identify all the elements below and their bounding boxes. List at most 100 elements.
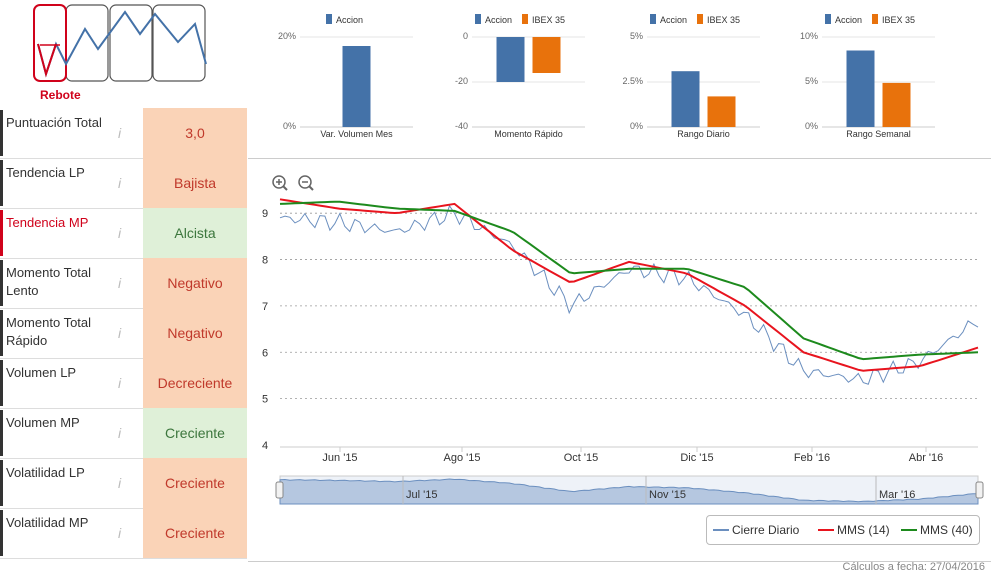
indicator-row: Momento Total Lento i Negativo <box>0 258 247 309</box>
mini-legend-label: Accion <box>835 15 863 25</box>
mini-legend-swatch <box>697 14 704 24</box>
legend-label-mms14: MMS (14) <box>837 523 890 537</box>
x-tick-label: Abr '16 <box>909 452 944 464</box>
indicator-value: Creciente <box>143 508 247 558</box>
navigator-label: Jul '15 <box>406 489 437 501</box>
mini-legend-item[interactable]: IBEX 35 <box>872 14 916 25</box>
indicator-row: Volatilidad MP i Creciente <box>0 508 247 559</box>
indicator-row: Volumen LP i Decreciente <box>0 358 247 409</box>
mini-chart-2: Accion IBEX 35 0 -20 -40 Momento Rápido <box>440 0 590 150</box>
legend-swatch-cierre <box>713 529 729 531</box>
indicator-marker <box>0 410 3 456</box>
mini-bar[interactable] <box>532 37 561 73</box>
info-icon[interactable]: i <box>118 275 122 291</box>
mini-legend: Accion IBEX 35 <box>475 14 575 25</box>
indicator-value: Negativo <box>143 258 247 308</box>
y-tick-label: 8 <box>262 255 268 267</box>
mini-tick-label: 2.5% <box>622 76 643 86</box>
mini-legend-swatch <box>522 14 529 24</box>
mini-legend-item[interactable]: Accion <box>825 14 863 25</box>
mini-tick-label: 0% <box>804 121 818 131</box>
mini-tick-label: -20 <box>454 76 468 86</box>
legend-item-cierre[interactable]: Cierre Diario <box>713 523 799 537</box>
info-icon[interactable]: i <box>118 425 122 441</box>
mini-legend-swatch <box>326 14 332 24</box>
y-tick-label: 9 <box>262 208 268 220</box>
info-icon[interactable]: i <box>118 325 122 341</box>
navigator-handle-left[interactable] <box>275 481 284 499</box>
legend-swatch-mms14 <box>818 529 834 531</box>
info-icon[interactable]: i <box>118 375 122 391</box>
zoom-out-icon[interactable] <box>298 175 314 191</box>
footer-date: Cálculos a fecha: 27/04/2016 <box>842 561 986 573</box>
y-tick-label: 4 <box>262 440 268 452</box>
x-tick-label: Ago '15 <box>444 452 481 464</box>
info-icon[interactable]: i <box>118 175 122 191</box>
mini-legend: Accion IBEX 35 <box>650 14 750 25</box>
zoom-in-icon[interactable] <box>272 175 288 191</box>
mini-tick-label: 0 <box>462 31 468 41</box>
legend-item-mms40[interactable]: MMS (40) <box>901 523 973 537</box>
thumb-panel-3 <box>109 4 153 82</box>
indicator-label: Volatilidad LP <box>6 465 85 480</box>
mini-tick-label: 0% <box>282 121 296 131</box>
thumb-line-red <box>37 43 57 78</box>
info-icon[interactable]: i <box>118 225 122 241</box>
mini-bar[interactable] <box>846 50 875 128</box>
mini-bar[interactable] <box>496 37 525 82</box>
mini-chart-svg <box>647 36 760 128</box>
indicator-row: Volumen MP i Creciente <box>0 408 247 459</box>
indicator-row: Volatilidad LP i Creciente <box>0 458 247 509</box>
chart-legend: Cierre Diario MMS (14) MMS (40) <box>706 515 980 545</box>
indicator-value: Negativo <box>143 308 247 358</box>
mini-chart-3: Accion IBEX 35 5% 2.5% 0% Rango Diario <box>615 0 765 150</box>
info-icon[interactable]: i <box>118 125 122 141</box>
info-icon[interactable]: i <box>118 475 122 491</box>
mini-bar[interactable] <box>707 96 736 127</box>
mini-legend-item[interactable]: Accion <box>650 14 687 25</box>
mini-legend-label: Accion <box>336 15 364 25</box>
mini-legend-item[interactable]: Accion <box>475 14 512 25</box>
x-tick-label: Feb '16 <box>794 452 830 464</box>
indicator-label: Puntuación Total <box>6 115 102 130</box>
mini-legend-label: IBEX 35 <box>882 15 916 25</box>
mini-chart-svg <box>822 36 935 128</box>
indicator-label: Momento Total Rápido <box>6 315 92 348</box>
mini-bar[interactable] <box>671 71 700 127</box>
info-icon[interactable]: i <box>118 525 122 541</box>
mini-chart-1: Accion 20% 0% Var. Volumen Mes <box>268 0 418 150</box>
indicator-label: Tendencia MP <box>6 215 89 230</box>
indicator-row: Tendencia LP i Bajista <box>0 158 247 209</box>
legend-item-mms14[interactable]: MMS (14) <box>818 523 890 537</box>
navigator-handle-right[interactable] <box>975 481 984 499</box>
mini-tick-label: -40 <box>454 121 468 131</box>
indicator-value: Creciente <box>143 458 247 508</box>
navigator-label: Nov '15 <box>649 489 686 501</box>
mini-category-label: Rango Diario <box>677 129 730 139</box>
indicator-label: Tendencia LP <box>6 165 85 180</box>
mini-legend-item[interactable]: IBEX 35 <box>522 14 565 25</box>
series-cierre-diario[interactable] <box>279 204 979 385</box>
indicator-label: Volatilidad MP <box>6 515 89 530</box>
indicator-marker <box>0 210 3 256</box>
series-mms40[interactable] <box>279 200 979 361</box>
mini-bar[interactable] <box>342 46 371 127</box>
thumb-panel-4 <box>152 4 206 82</box>
mini-category-label: Var. Volumen Mes <box>320 129 393 139</box>
mini-legend-swatch <box>650 14 656 24</box>
legend-label-cierre: Cierre Diario <box>732 523 800 537</box>
indicator-value: 3,0 <box>143 108 247 158</box>
mini-legend-swatch <box>825 14 831 24</box>
mini-legend-item[interactable]: IBEX 35 <box>697 14 740 25</box>
mini-legend-swatch <box>475 14 481 24</box>
mini-bar[interactable] <box>882 82 911 127</box>
rebote-thumbnail[interactable] <box>30 4 207 86</box>
legend-label-mms40: MMS (40) <box>920 523 973 537</box>
mini-legend-item[interactable]: Accion <box>326 14 364 25</box>
indicator-marker <box>0 460 3 506</box>
mini-chart-svg <box>472 36 585 128</box>
rebote-label: Rebote <box>40 88 81 102</box>
series-mms14[interactable] <box>279 198 979 372</box>
rebote-thumbnail-svg <box>33 4 207 86</box>
x-tick-label: Jun '15 <box>322 452 357 464</box>
